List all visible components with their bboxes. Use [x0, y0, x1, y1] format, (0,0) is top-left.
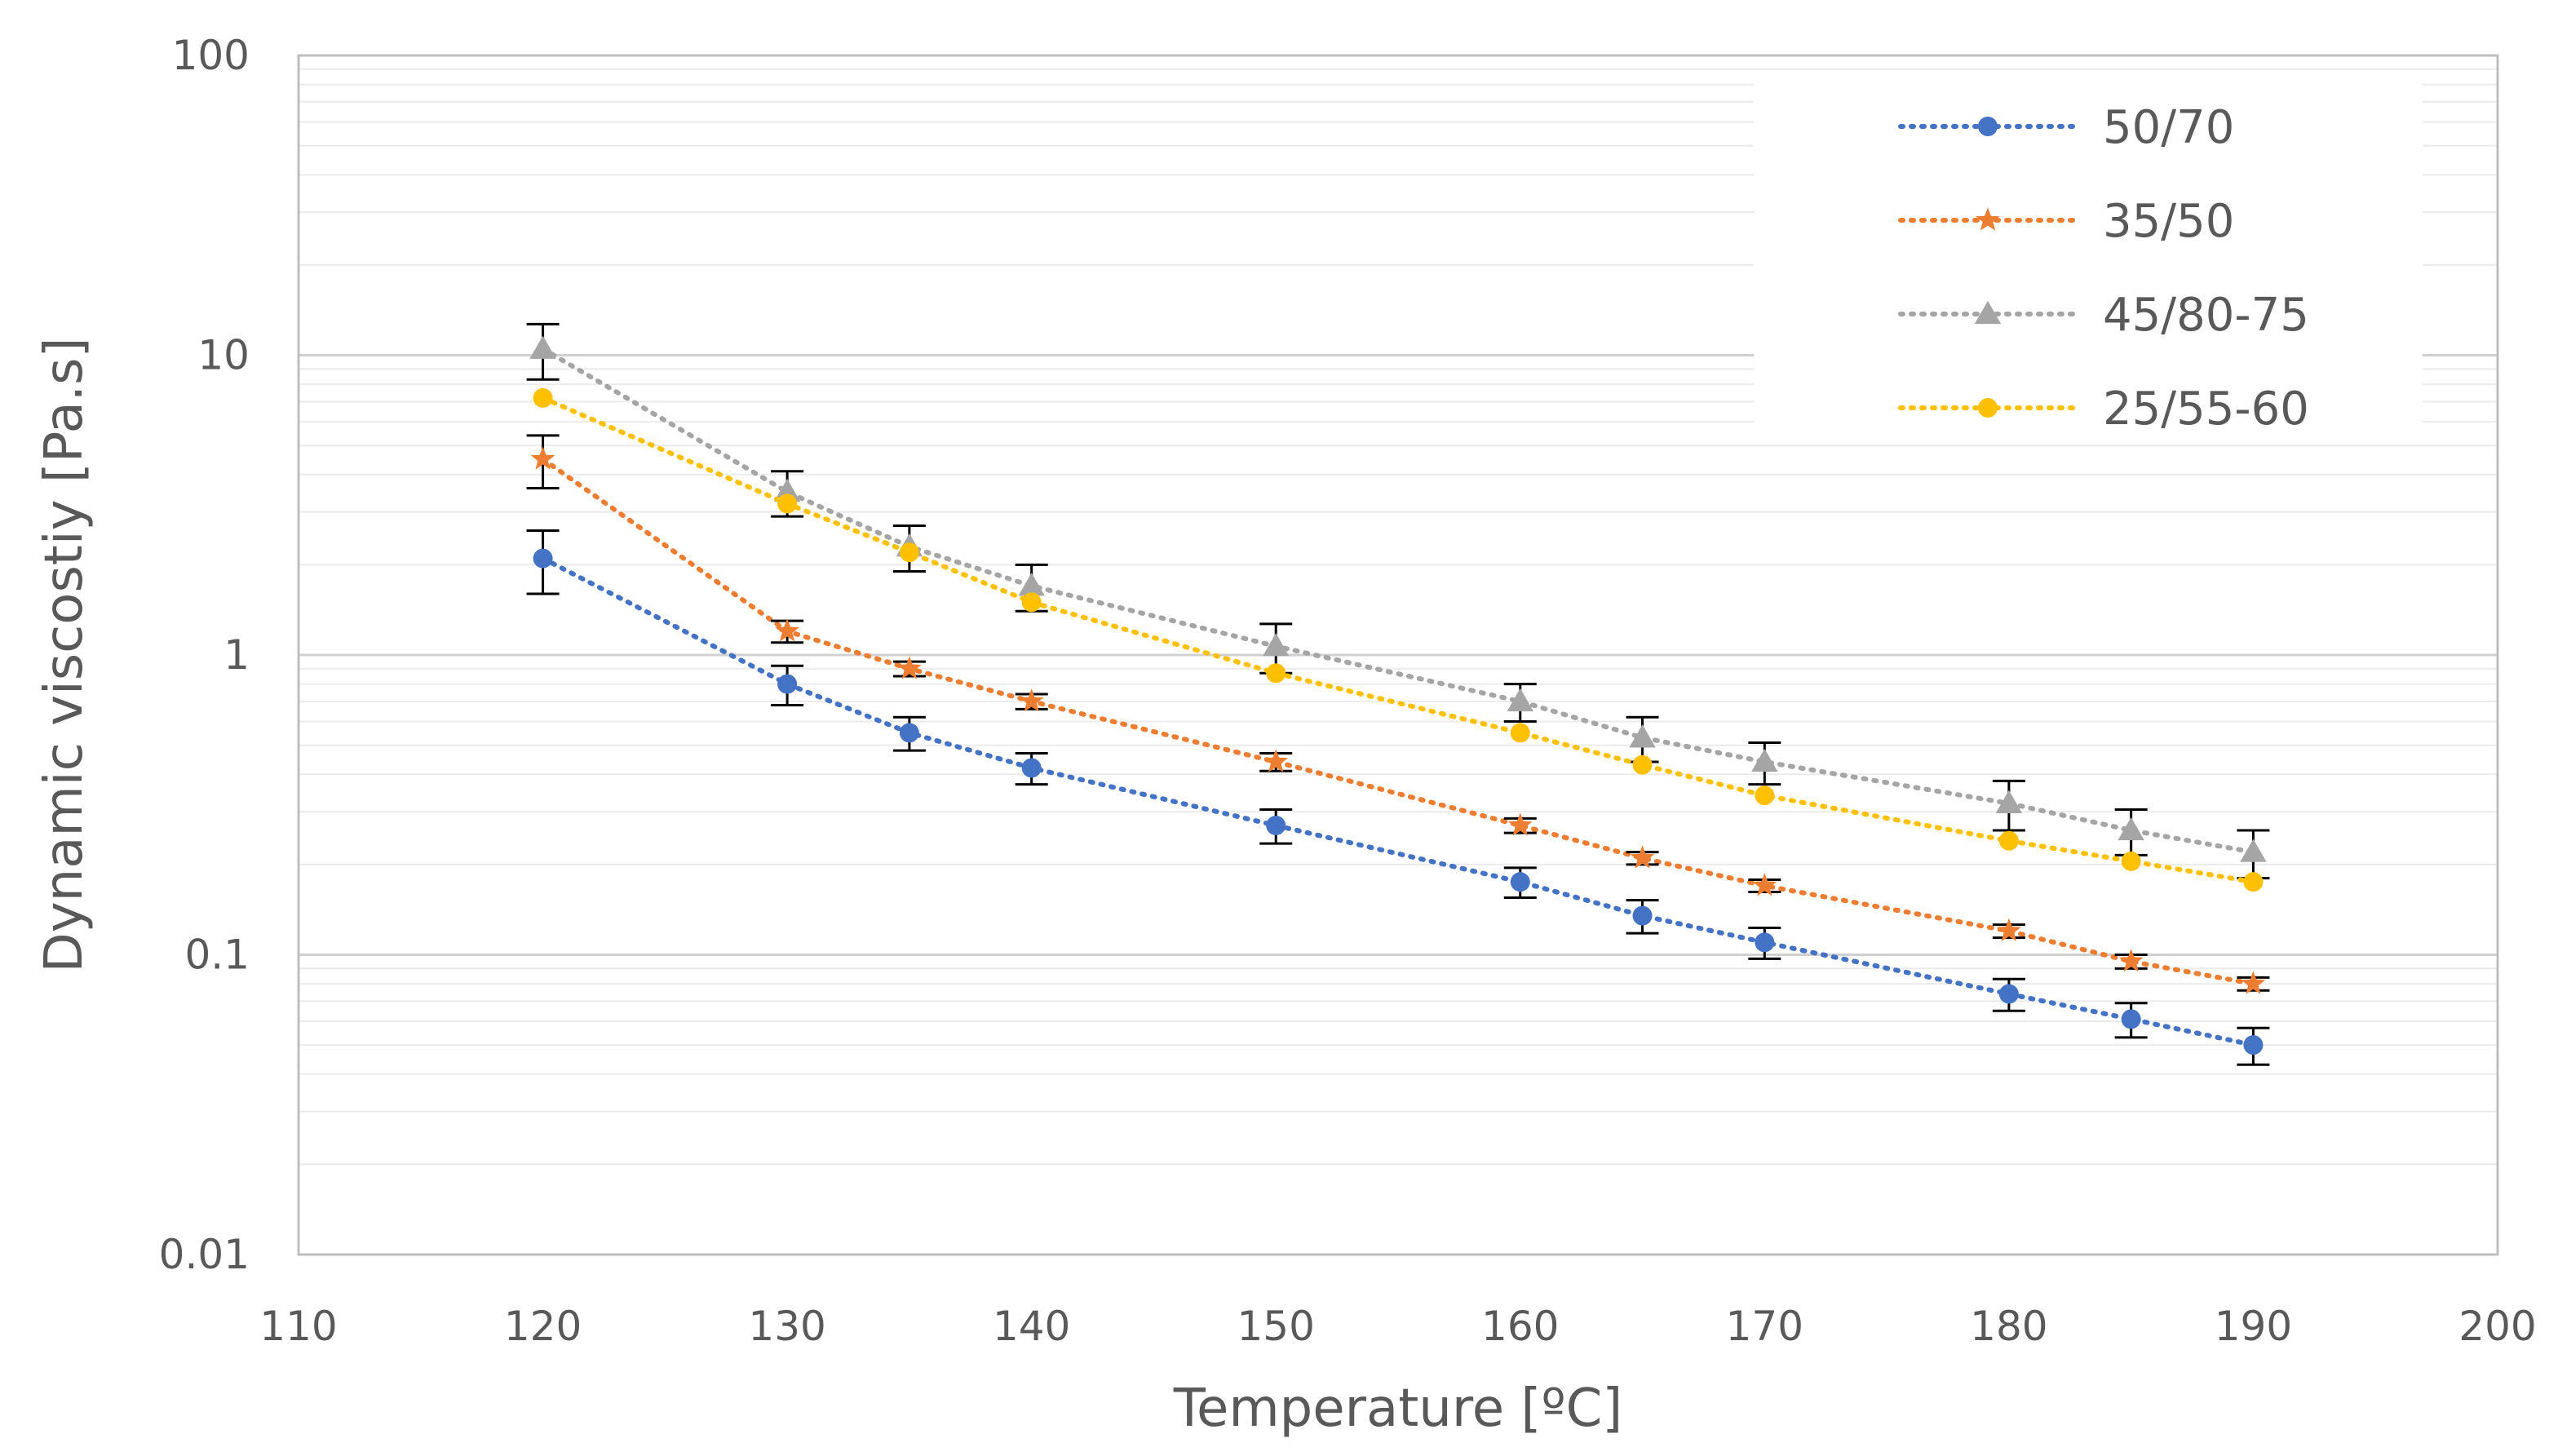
data-point — [2118, 949, 2144, 972]
legend-box — [1754, 77, 2423, 440]
data-point — [1632, 755, 1653, 775]
data-point — [1018, 573, 1045, 596]
data-point — [775, 618, 799, 642]
series-line — [540, 555, 2256, 1048]
legend-item: 35/50 — [1898, 195, 2234, 248]
x-tick-label: 120 — [504, 1303, 582, 1350]
data-point — [2240, 839, 2267, 862]
y-axis-tick-labels: 0.01 0.1 1 10 100 — [159, 32, 250, 1278]
x-tick-label: 140 — [993, 1303, 1070, 1350]
x-tick-label: 180 — [1970, 1303, 2047, 1350]
data-point — [2121, 851, 2141, 871]
data-point — [1752, 873, 1777, 896]
y-tick-label: 0.1 — [184, 932, 250, 979]
legend-item: 25/55-60 — [1898, 383, 2309, 436]
legend-item: 45/80-75 — [1898, 289, 2309, 342]
data-point — [777, 493, 798, 514]
data-point — [1263, 749, 1289, 772]
data-point — [1019, 688, 1044, 712]
data-point — [1266, 815, 1286, 835]
data-point — [1974, 300, 2002, 325]
series-layer — [526, 322, 2270, 1066]
data-point — [1632, 905, 1653, 926]
data-point — [1995, 790, 2023, 814]
x-tick-label: 190 — [2215, 1303, 2292, 1350]
x-axis-tick-labels: 110 120 130 140 150 160 170 180 190 200 — [259, 1303, 2536, 1350]
x-tick-label: 170 — [1726, 1303, 1803, 1350]
data-point — [1510, 723, 1530, 743]
data-point — [1755, 786, 1775, 806]
legend-label: 35/50 — [2103, 195, 2234, 248]
x-tick-label: 110 — [259, 1303, 337, 1350]
x-tick-label: 200 — [2458, 1303, 2536, 1350]
legend-label: 45/80-75 — [2103, 289, 2309, 342]
x-tick-label: 150 — [1237, 1303, 1315, 1350]
data-point — [899, 723, 919, 743]
y-axis-title: Dynamic viscostiy [Pa.s] — [34, 338, 95, 973]
data-point — [530, 446, 555, 470]
data-point — [1507, 688, 1533, 712]
data-point — [533, 387, 553, 408]
legend-item: 50/70 — [1898, 101, 2234, 154]
y-tick-label: 1 — [223, 631, 250, 679]
data-point — [2121, 1009, 2141, 1029]
series-line — [540, 395, 2256, 885]
data-point — [773, 478, 801, 502]
data-point — [1266, 663, 1286, 684]
legend-label: 50/70 — [2103, 101, 2234, 154]
data-point — [529, 335, 556, 359]
series-35/50 — [526, 434, 2270, 994]
data-point — [1630, 845, 1655, 869]
legend: 50/70 35/50 45/80-75 25/55-60 — [1898, 101, 2309, 436]
x-axis-title: Temperature [ºC] — [1173, 1379, 1623, 1439]
data-point — [533, 548, 553, 569]
data-point — [2243, 872, 2264, 892]
y-tick-label: 100 — [172, 32, 250, 79]
data-point — [1263, 633, 1290, 657]
data-point — [1978, 398, 1998, 418]
data-point — [1978, 117, 1998, 136]
data-point — [777, 674, 798, 694]
data-point — [1751, 748, 1778, 772]
data-point — [1998, 830, 2019, 851]
data-point — [1997, 918, 2021, 941]
y-tick-label: 10 — [197, 332, 250, 379]
data-point — [1021, 592, 1042, 613]
data-point — [2243, 1035, 2264, 1055]
data-point — [1510, 872, 1530, 892]
series-45/80-75 — [526, 322, 2270, 880]
x-tick-label: 130 — [748, 1303, 825, 1350]
plot-area-frame — [297, 54, 2499, 1256]
x-tick-label: 160 — [1481, 1303, 1559, 1350]
data-point — [2241, 971, 2266, 994]
data-point — [1507, 812, 1533, 836]
series-25/55-60 — [533, 387, 2264, 892]
data-point — [1021, 758, 1042, 778]
data-point — [2118, 817, 2144, 841]
legend-label: 25/55-60 — [2103, 383, 2309, 436]
data-point — [1629, 724, 1656, 748]
data-point — [1998, 984, 2019, 1004]
series-50/70 — [526, 529, 2270, 1066]
data-point — [1976, 207, 2000, 231]
data-point — [1755, 932, 1775, 953]
data-point — [897, 656, 922, 679]
data-point — [899, 542, 919, 563]
series-line — [540, 456, 2256, 987]
y-tick-label: 0.01 — [159, 1231, 250, 1278]
